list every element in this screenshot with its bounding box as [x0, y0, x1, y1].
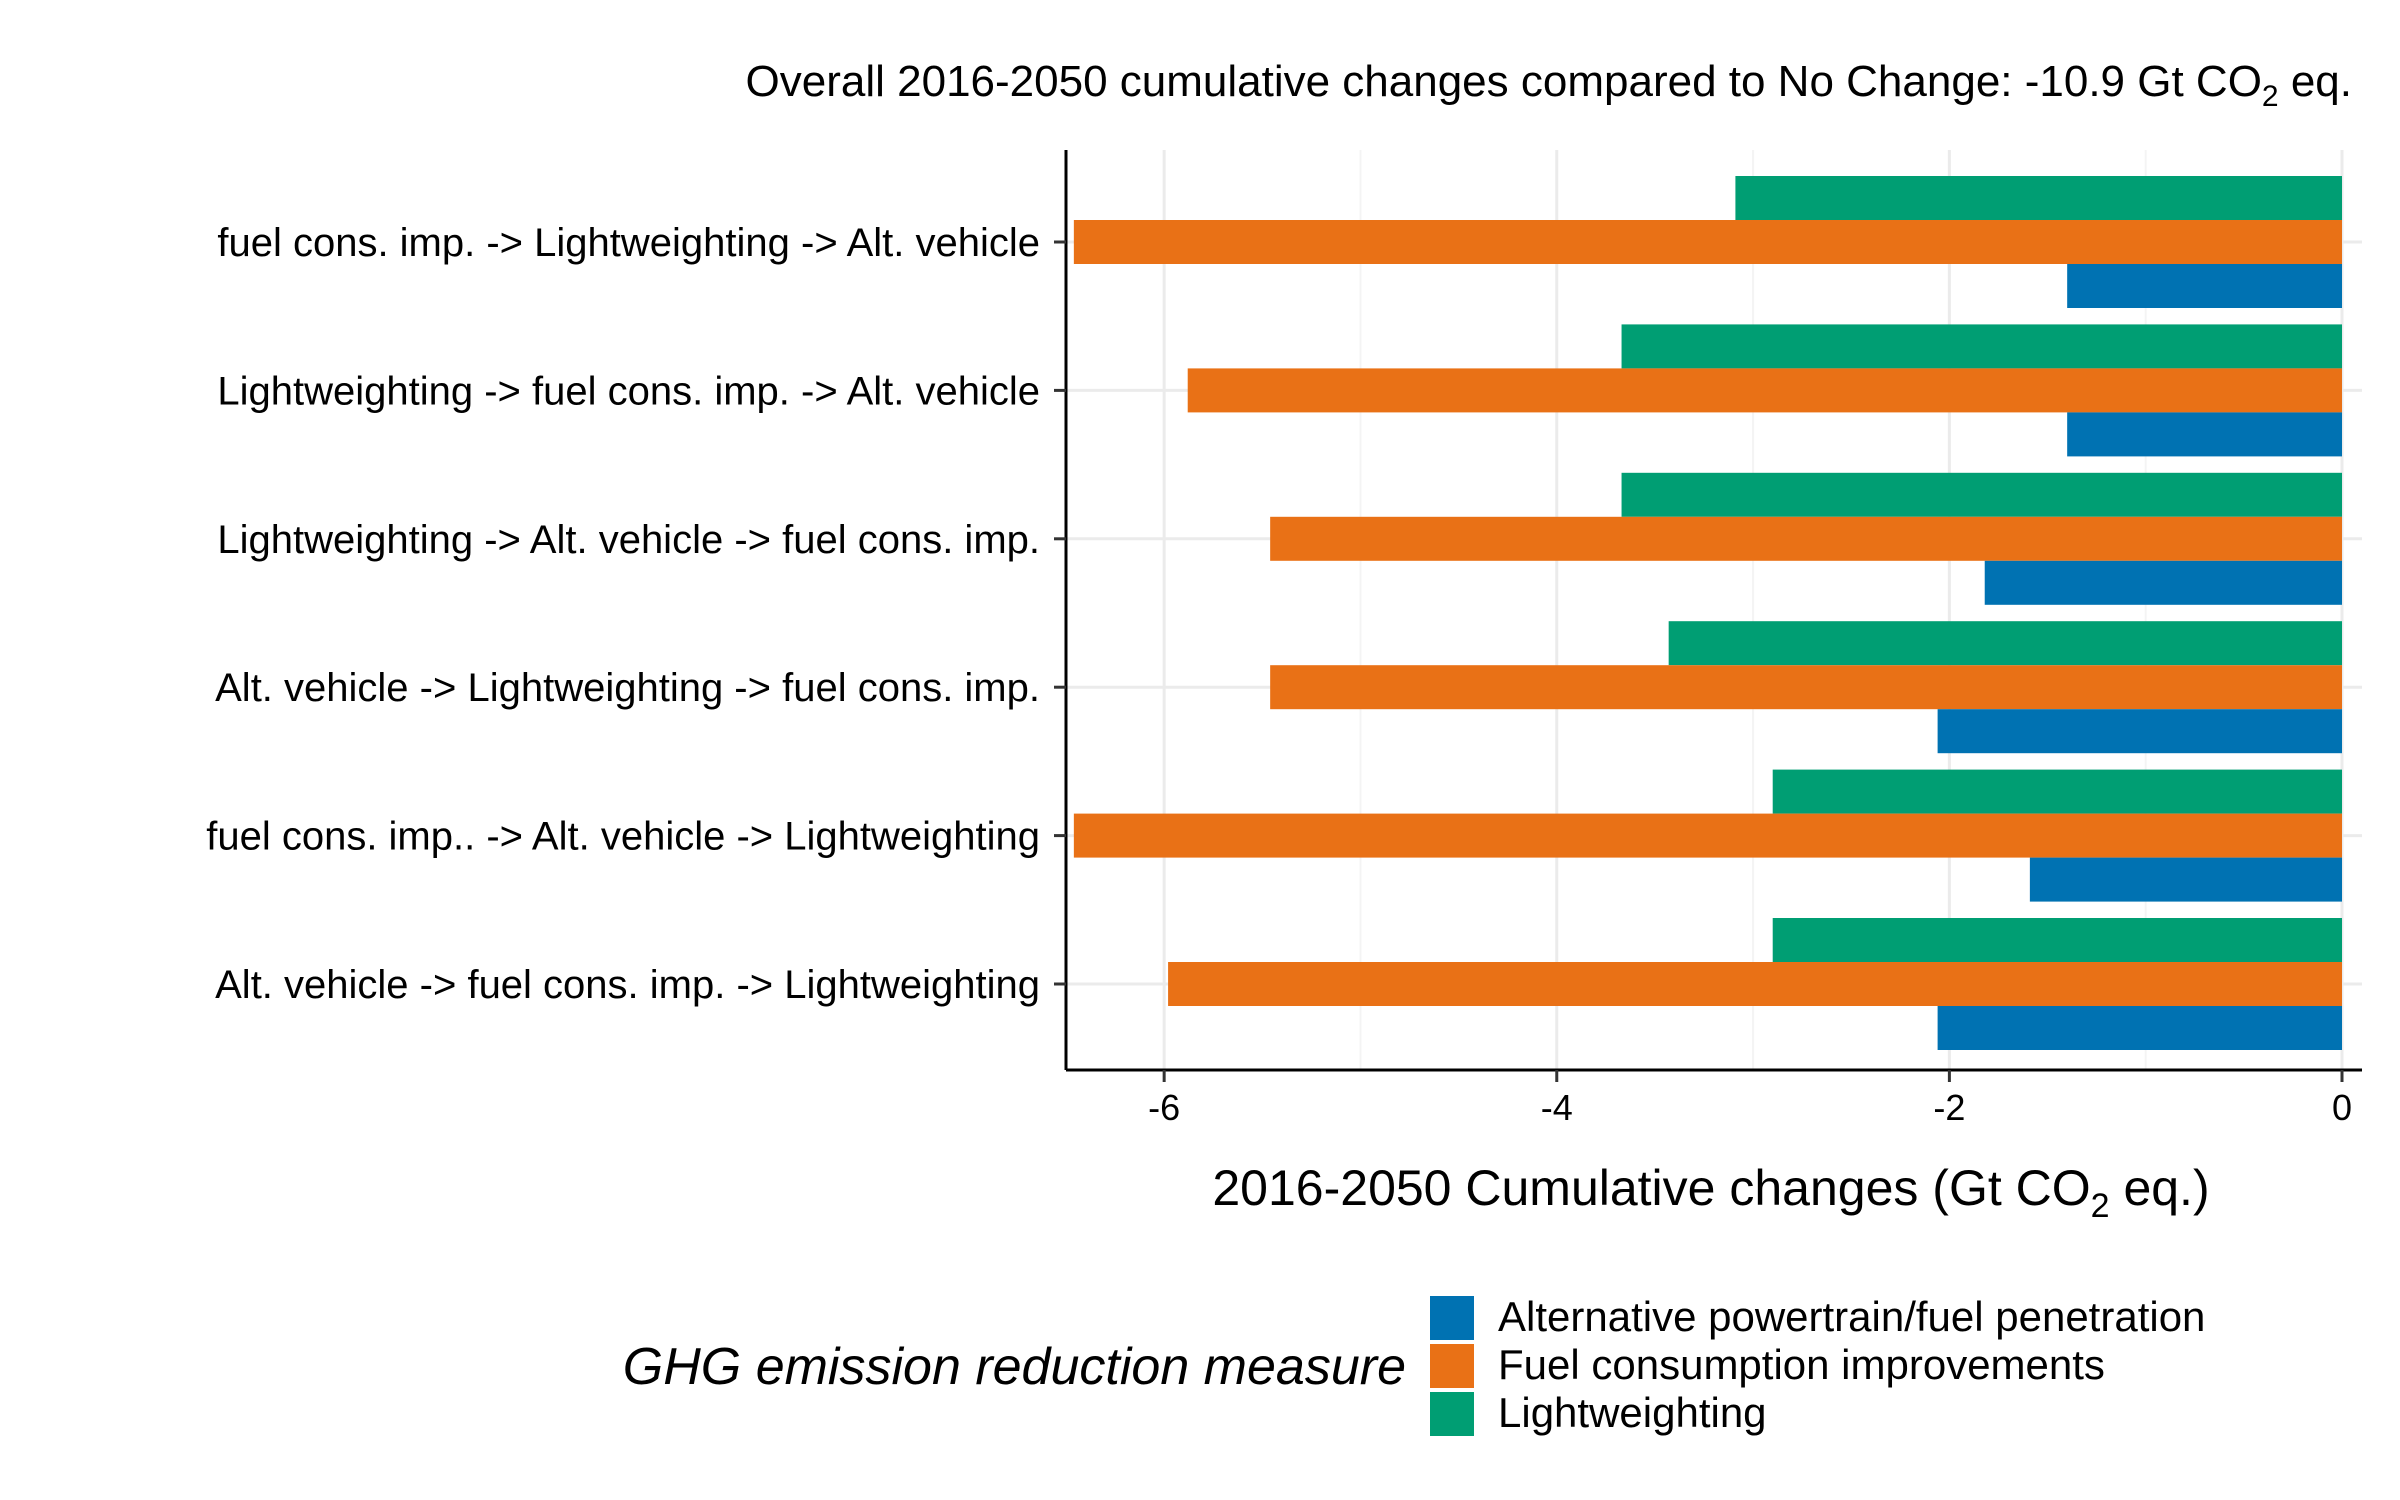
- bar-lightweighting: [1621, 472, 2342, 517]
- axes: -6 -4 -2 0 fuel cons. imp. -> Lightweighting…: [206, 150, 2362, 1128]
- bar-alternative-powertrain-fuel-penetration: [1937, 709, 2342, 754]
- bar-fuel-consumption-improvements: [1168, 962, 2342, 1006]
- legend-swatch: [1430, 1344, 1474, 1388]
- chart-title: Overall 2016-2050 cumulative changes com…: [746, 57, 2352, 113]
- bar-alternative-powertrain-fuel-penetration: [2067, 264, 2342, 308]
- bar-fuel-consumption-improvements: [1073, 813, 2342, 858]
- legend-swatch: [1430, 1296, 1474, 1340]
- category-label: fuel cons. imp. -> Lightweighting -> Alt…: [217, 221, 1040, 265]
- x-tick-label: 0: [2332, 1087, 2352, 1128]
- bar-alternative-powertrain-fuel-penetration: [2029, 857, 2342, 902]
- bar-fuel-consumption-improvements: [1187, 368, 2342, 413]
- bar-alternative-powertrain-fuel-penetration: [1937, 1006, 2342, 1050]
- x-tick-label: -4: [1541, 1087, 1573, 1128]
- x-axis-label-suffix: eq.): [2110, 1160, 2210, 1216]
- bar-lightweighting: [1772, 769, 2342, 814]
- bar-lightweighting: [1621, 324, 2342, 369]
- bar-fuel-consumption-improvements: [1270, 665, 2342, 710]
- bar-lightweighting: [1668, 621, 2342, 666]
- title-main: Overall 2016-2050 cumulative changes com…: [746, 57, 2262, 106]
- category-label: fuel cons. imp.. -> Alt. vehicle -> Ligh…: [206, 815, 1040, 859]
- legend: GHG emission reduction measure Alternativ…: [623, 1293, 2205, 1436]
- title-suffix: eq.: [2279, 57, 2352, 106]
- legend-title: GHG emission reduction measure: [623, 1338, 1406, 1396]
- bar-alternative-powertrain-fuel-penetration: [2067, 412, 2342, 457]
- bars: [1073, 176, 2342, 1050]
- x-tick-label: -6: [1148, 1087, 1180, 1128]
- x-tick-label: -2: [1933, 1087, 1965, 1128]
- title-subscript: 2: [2262, 80, 2279, 113]
- category-label: Alt. vehicle -> Lightweighting -> fuel c…: [215, 666, 1040, 710]
- category-label: Lightweighting -> Alt. vehicle -> fuel c…: [217, 518, 1040, 562]
- legend-label: Fuel consumption improvements: [1498, 1341, 2105, 1388]
- title-text: Overall 2016-2050 cumulative changes com…: [746, 57, 2352, 113]
- x-axis-label-subscript: 2: [2091, 1187, 2110, 1225]
- bar-fuel-consumption-improvements: [1073, 220, 2342, 264]
- legend-label: Alternative powertrain/fuel penetration: [1498, 1293, 2205, 1340]
- category-label: Lightweighting -> fuel cons. imp. -> Alt…: [217, 369, 1040, 413]
- x-axis-label: 2016-2050 Cumulative changes (Gt CO2 eq.…: [1212, 1160, 2209, 1225]
- bar-alternative-powertrain-fuel-penetration: [1984, 560, 2342, 605]
- bar-lightweighting: [1772, 918, 2342, 962]
- category-label: Alt. vehicle -> fuel cons. imp. -> Light…: [215, 963, 1040, 1007]
- legend-swatch: [1430, 1392, 1474, 1436]
- legend-label: Lightweighting: [1498, 1389, 1767, 1436]
- bar-fuel-consumption-improvements: [1270, 516, 2342, 561]
- x-axis-label-main: 2016-2050 Cumulative changes (Gt CO: [1212, 1160, 2090, 1216]
- x-axis-label-text: 2016-2050 Cumulative changes (Gt CO2 eq.…: [1212, 1160, 2209, 1225]
- bar-lightweighting: [1735, 176, 2342, 220]
